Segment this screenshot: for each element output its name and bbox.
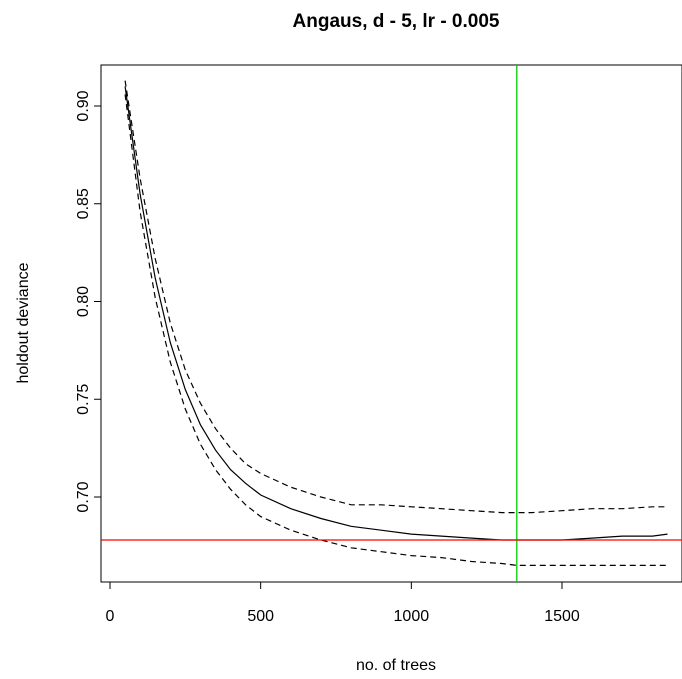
chart-title: Angaus, d - 5, lr - 0.005 — [293, 11, 500, 32]
x-tick-label: 1000 — [394, 608, 430, 625]
y-tick-label: 0.70 — [75, 481, 92, 512]
y-tick-label: 0.80 — [75, 286, 92, 317]
series-group — [124, 80, 668, 567]
x-tick-label: 0 — [106, 608, 115, 625]
x-tick-label: 500 — [247, 608, 274, 625]
y-axis: 0.70 0.75 0.80 0.85 0.90 — [75, 90, 101, 513]
series-line-band-1 — [124, 80, 668, 514]
series-line-band-2 — [124, 94, 668, 567]
y-axis-label: holdout deviance — [15, 262, 32, 383]
x-axis: 0 500 1000 1500 — [106, 582, 580, 625]
y-tick-label: 0.90 — [75, 90, 92, 121]
y-tick-label: 0.85 — [75, 188, 92, 219]
reference-lines — [101, 65, 682, 582]
plot-frame — [100, 64, 682, 583]
x-axis-label: no. of trees — [356, 657, 436, 674]
y-tick-label: 0.75 — [75, 384, 92, 415]
series-line-mean — [124, 86, 668, 541]
x-tick-label: 1500 — [544, 608, 580, 625]
